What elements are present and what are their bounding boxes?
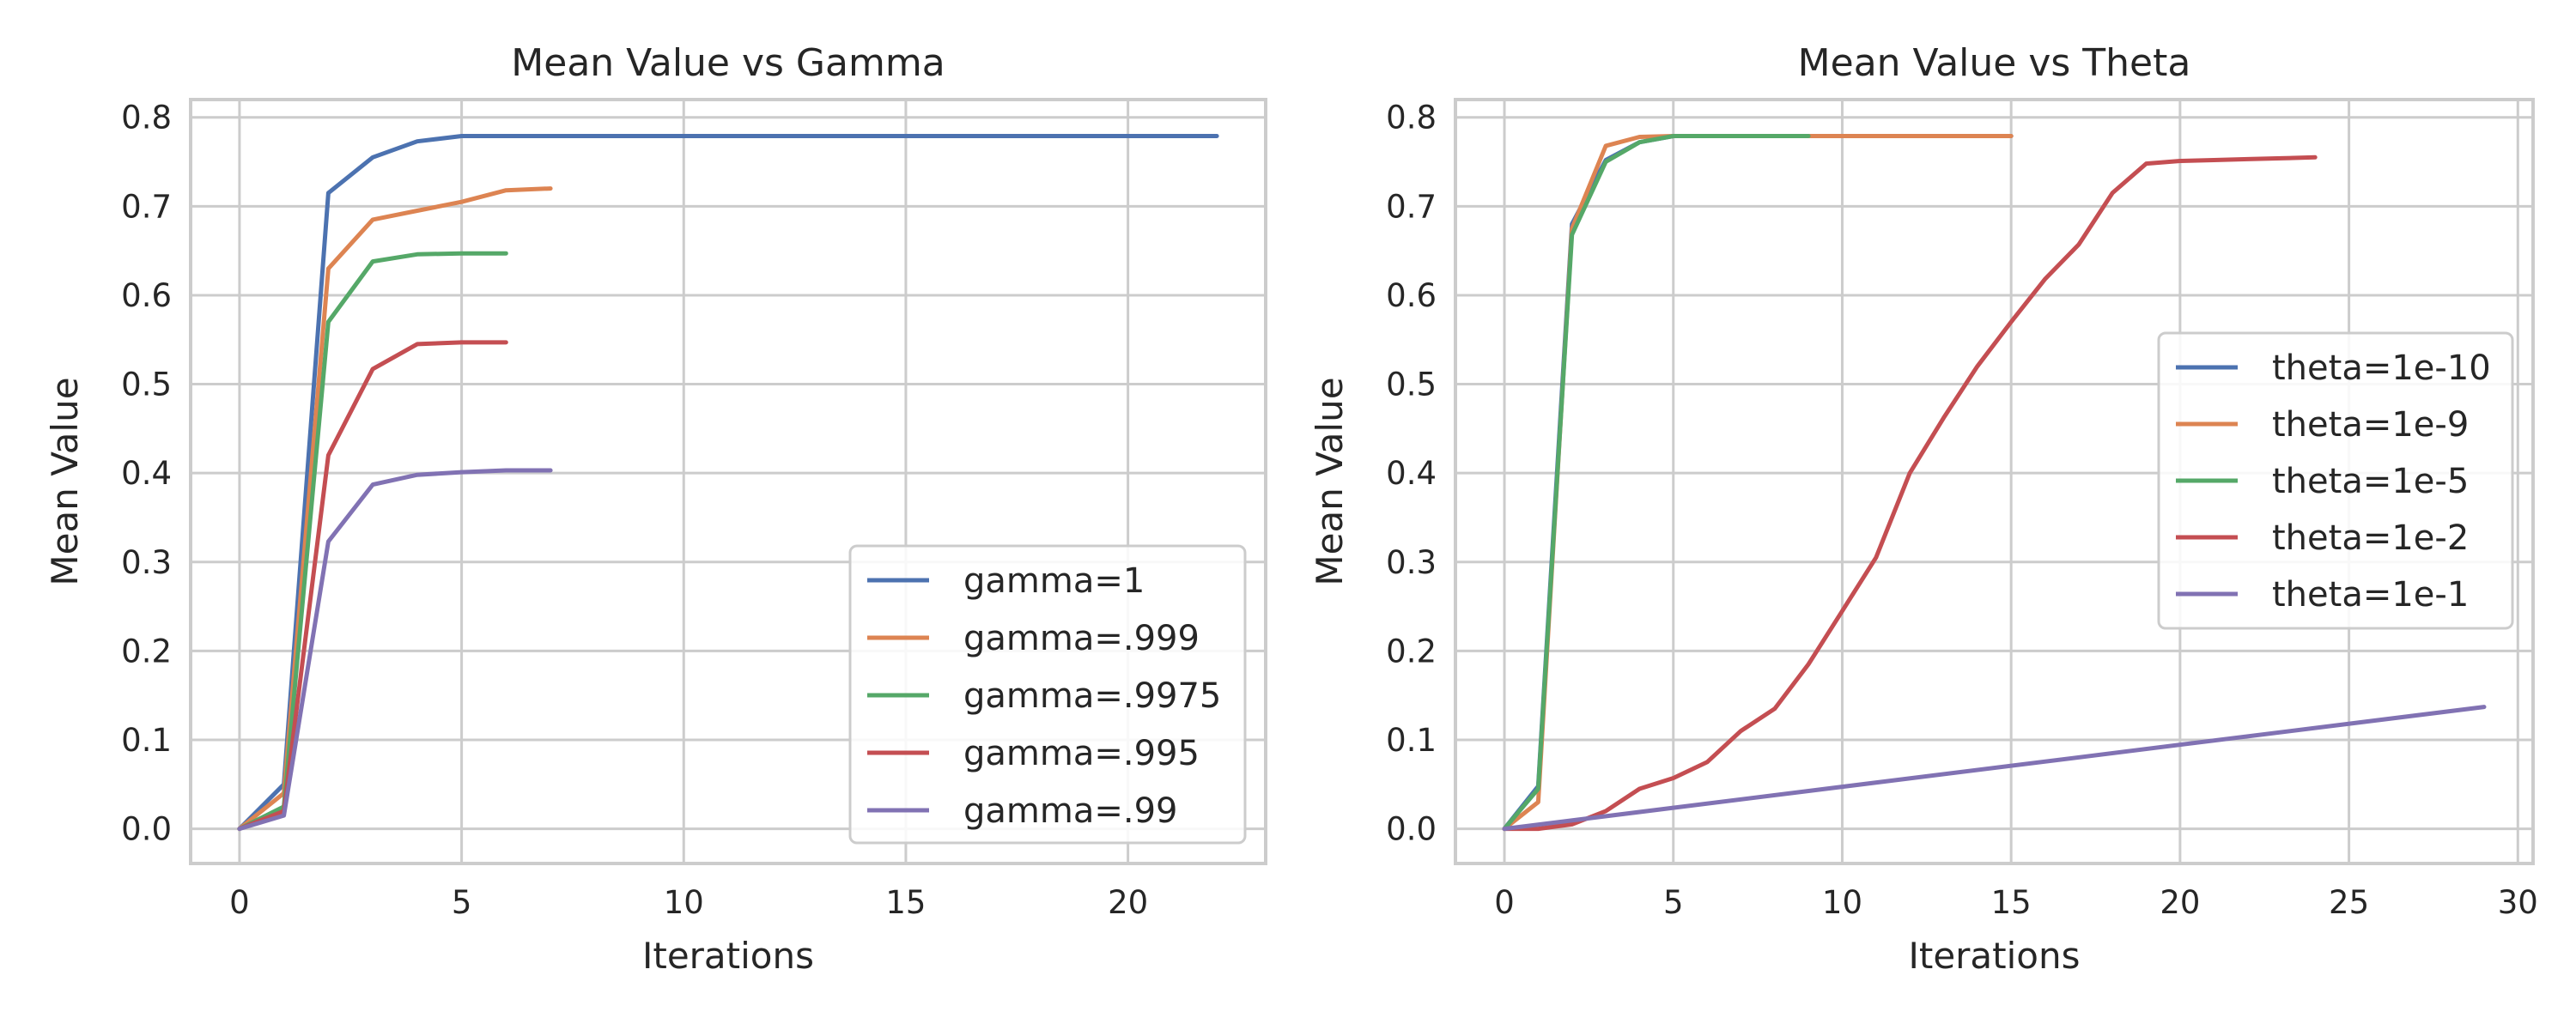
legend-label: gamma=.999 bbox=[963, 619, 1200, 658]
y-tick-label: 0.3 bbox=[121, 544, 172, 581]
y-tick-label: 0.1 bbox=[1386, 722, 1437, 759]
x-tick-label: 10 bbox=[664, 884, 704, 921]
series-line-theta=1e-5 bbox=[1502, 134, 1811, 832]
series-line-gamma=1 bbox=[237, 134, 1219, 832]
legend-label: gamma=.995 bbox=[963, 734, 1200, 773]
plot-frame bbox=[1454, 98, 2535, 865]
y-tick-label: 0.2 bbox=[1386, 633, 1437, 670]
legend-label: gamma=.9975 bbox=[963, 676, 1221, 716]
y-tick-label: 0.5 bbox=[1386, 367, 1437, 403]
legend-label: gamma=1 bbox=[963, 561, 1145, 601]
y-tick-label: 0.3 bbox=[1386, 544, 1437, 581]
y-tick-label: 0.4 bbox=[121, 455, 172, 492]
y-tick-label: 0.7 bbox=[1386, 188, 1437, 225]
chart-panel-1: 0 5 10 15 20 0.0 0.1 0.2 0.3 0.4 0.5 0.6 0.7 0.8 Mean … bbox=[44, 41, 1267, 977]
y-tick-label: 0.0 bbox=[1386, 811, 1437, 848]
y-tick-label: 0.6 bbox=[121, 277, 172, 314]
x-tick-label: 0 bbox=[229, 884, 250, 921]
legend: gamma=1 gamma=.999 gamma=.9975 gamma=.995 ga… bbox=[848, 544, 1247, 845]
x-tick-label: 15 bbox=[885, 884, 926, 921]
chart-title: Mean Value vs Theta bbox=[1798, 41, 2191, 85]
x-tick-label: 25 bbox=[2329, 884, 2369, 921]
x-tick-label: 0 bbox=[1494, 884, 1515, 921]
y-tick-label: 0.7 bbox=[121, 188, 172, 225]
legend-box bbox=[2157, 331, 2514, 630]
y-axis-label: Mean Value bbox=[44, 377, 86, 585]
legend-label: theta=1e-10 bbox=[2272, 348, 2491, 388]
y-tick-label: 0.0 bbox=[121, 811, 172, 848]
y-tick-label: 0.4 bbox=[1386, 455, 1437, 492]
legend-label: theta=1e-2 bbox=[2272, 518, 2469, 558]
legend-label: theta=1e-9 bbox=[2272, 405, 2469, 445]
series-line-gamma=.99 bbox=[237, 468, 553, 832]
y-tick-label: 0.8 bbox=[1386, 100, 1437, 136]
legend: theta=1e-10 theta=1e-9 theta=1e-5 theta=1e-… bbox=[2157, 331, 2514, 630]
x-tick-label: 20 bbox=[1108, 884, 1148, 921]
x-tick-label: 10 bbox=[1822, 884, 1862, 921]
series-line-theta=1e-2 bbox=[1502, 154, 2318, 832]
legend-label: theta=1e-1 bbox=[2272, 575, 2469, 615]
x-tick-label: 30 bbox=[2498, 884, 2538, 921]
y-axis-label: Mean Value bbox=[1309, 377, 1351, 585]
y-tick-label: 0.5 bbox=[121, 367, 172, 403]
x-axis-label: Iterations bbox=[642, 935, 814, 977]
x-axis-label: Iterations bbox=[1908, 935, 2080, 977]
chart-panel-2: 0 5 10 15 20 25 30 0.0 0.1 0.2 0.3 0.4 0.5 0.6 0.7 0.8 M… bbox=[1309, 41, 2538, 977]
y-tick-label: 0.1 bbox=[121, 722, 172, 759]
legend-label: theta=1e-5 bbox=[2272, 462, 2469, 501]
y-tick-label: 0.6 bbox=[1386, 277, 1437, 314]
series-line-theta=1e-1 bbox=[1502, 705, 2487, 832]
chart-title: Mean Value vs Gamma bbox=[511, 41, 945, 85]
x-tick-label: 5 bbox=[1663, 884, 1684, 921]
y-tick-label: 0.8 bbox=[121, 100, 172, 136]
plot-frame bbox=[189, 98, 1267, 865]
legend-label: gamma=.99 bbox=[963, 791, 1177, 831]
x-tick-label: 20 bbox=[2160, 884, 2200, 921]
x-tick-label: 5 bbox=[452, 884, 472, 921]
x-tick-label: 15 bbox=[1991, 884, 2032, 921]
y-tick-label: 0.2 bbox=[121, 633, 172, 670]
legend-box bbox=[848, 544, 1247, 845]
